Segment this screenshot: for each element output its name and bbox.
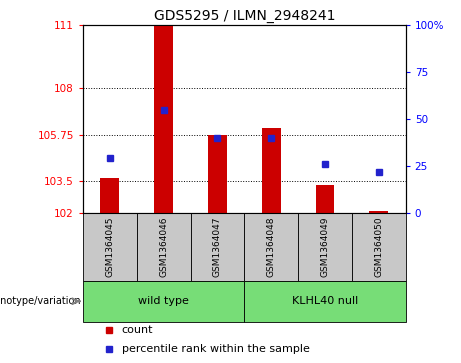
Text: GSM1364045: GSM1364045 — [106, 216, 114, 277]
Bar — [137, 213, 190, 281]
Bar — [83, 213, 137, 281]
Bar — [262, 129, 281, 213]
Text: GSM1364050: GSM1364050 — [374, 216, 383, 277]
Bar — [352, 213, 406, 281]
Text: percentile rank within the sample: percentile rank within the sample — [122, 344, 310, 354]
Bar — [369, 211, 388, 213]
Bar — [316, 185, 334, 213]
Bar — [154, 25, 173, 213]
Text: genotype/variation: genotype/variation — [0, 296, 81, 306]
Bar — [244, 281, 406, 322]
Text: GSM1364047: GSM1364047 — [213, 216, 222, 277]
Text: GSM1364046: GSM1364046 — [159, 216, 168, 277]
Title: GDS5295 / ILMN_2948241: GDS5295 / ILMN_2948241 — [154, 9, 335, 23]
Text: GSM1364049: GSM1364049 — [320, 216, 330, 277]
Bar — [83, 281, 244, 322]
Text: GSM1364048: GSM1364048 — [267, 216, 276, 277]
Bar — [208, 135, 227, 213]
Bar — [244, 213, 298, 281]
Text: count: count — [122, 325, 153, 335]
Text: KLHL40 null: KLHL40 null — [292, 296, 358, 306]
Bar — [190, 213, 244, 281]
Bar — [100, 178, 119, 213]
Text: wild type: wild type — [138, 296, 189, 306]
Bar — [298, 213, 352, 281]
